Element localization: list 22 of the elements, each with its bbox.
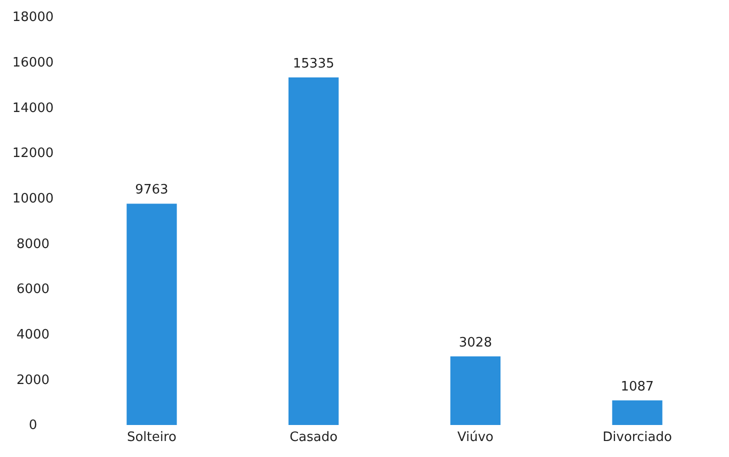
y-tick-label: 18000	[12, 10, 54, 26]
y-tick-label: 16000	[12, 55, 54, 70]
y-tick-label: 0	[28, 418, 38, 434]
data-label: 9763	[135, 182, 168, 198]
y-tick-label: 4000	[16, 327, 50, 342]
y-tick-label: 10000	[12, 191, 54, 206]
data-label: 15335	[292, 56, 334, 72]
y-tick-label: 12000	[12, 146, 54, 162]
bar	[126, 204, 177, 425]
y-tick-label: 2000	[16, 372, 50, 388]
x-tick-label: Viúvo	[457, 430, 494, 445]
bar	[612, 400, 662, 425]
bar	[450, 356, 501, 425]
bar	[288, 77, 339, 425]
x-tick-label: Casado	[290, 430, 338, 445]
data-label: 3028	[458, 335, 492, 350]
y-tick-label: 14000	[12, 100, 54, 116]
y-tick-label: 8000	[16, 236, 50, 252]
x-tick-label: Solteiro	[126, 430, 177, 445]
x-tick-label: Divorciado	[602, 430, 672, 445]
data-label: 1087	[620, 379, 654, 394]
y-tick-label: 6000	[16, 282, 50, 298]
